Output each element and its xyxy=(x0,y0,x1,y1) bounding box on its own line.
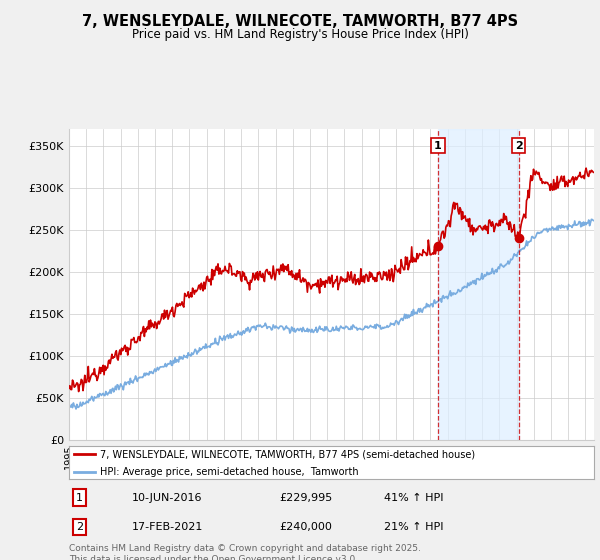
Text: 1: 1 xyxy=(76,493,83,502)
Text: 10-JUN-2016: 10-JUN-2016 xyxy=(132,493,203,502)
Text: Price paid vs. HM Land Registry's House Price Index (HPI): Price paid vs. HM Land Registry's House … xyxy=(131,28,469,41)
Text: 7, WENSLEYDALE, WILNECOTE, TAMWORTH, B77 4PS (semi-detached house): 7, WENSLEYDALE, WILNECOTE, TAMWORTH, B77… xyxy=(101,450,476,459)
Text: 2: 2 xyxy=(515,141,523,151)
Text: 41% ↑ HPI: 41% ↑ HPI xyxy=(384,493,443,502)
Text: 2: 2 xyxy=(76,522,83,531)
Text: 21% ↑ HPI: 21% ↑ HPI xyxy=(384,522,443,531)
Bar xyxy=(438,129,518,440)
Text: HPI: Average price, semi-detached house,  Tamworth: HPI: Average price, semi-detached house,… xyxy=(101,466,359,477)
Text: 1: 1 xyxy=(434,141,442,151)
Text: Contains HM Land Registry data © Crown copyright and database right 2025.
This d: Contains HM Land Registry data © Crown c… xyxy=(69,544,421,560)
Text: 17-FEB-2021: 17-FEB-2021 xyxy=(132,522,203,531)
Text: £229,995: £229,995 xyxy=(279,493,332,502)
Text: £240,000: £240,000 xyxy=(279,522,332,531)
Text: 7, WENSLEYDALE, WILNECOTE, TAMWORTH, B77 4PS: 7, WENSLEYDALE, WILNECOTE, TAMWORTH, B77… xyxy=(82,14,518,29)
